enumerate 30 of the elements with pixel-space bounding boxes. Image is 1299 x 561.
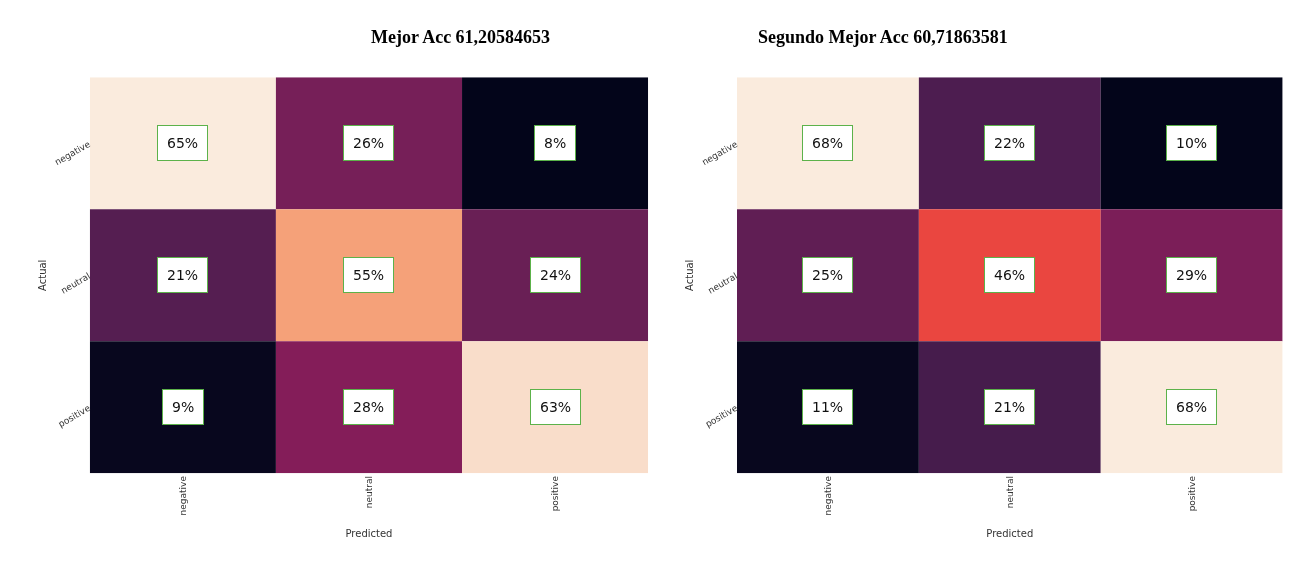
x-tick-label: negative — [822, 475, 833, 516]
chart-title: Mejor Acc 61,20584653 — [371, 27, 551, 47]
data-label: 55% — [353, 267, 385, 283]
x-tick-label: positive — [550, 475, 561, 512]
x-tick-label: neutral — [1004, 476, 1015, 509]
data-label: 11% — [812, 399, 844, 415]
chart-title: Segundo Mejor Acc 60,71863581 — [758, 27, 1008, 47]
data-label: 22% — [994, 135, 1026, 151]
data-label: 63% — [540, 399, 572, 415]
x-axis-title: Predicted — [986, 527, 1034, 539]
data-label: 25% — [812, 267, 844, 283]
x-tick-label: neutral — [363, 476, 374, 509]
data-label: 9% — [172, 399, 195, 415]
data-label: 8% — [544, 135, 567, 151]
data-label: 29% — [1176, 267, 1208, 283]
data-label: 10% — [1176, 135, 1208, 151]
data-label: 28% — [353, 399, 385, 415]
y-axis-title: Actual — [684, 259, 696, 291]
data-label: 68% — [1176, 399, 1208, 415]
data-label: 65% — [167, 135, 199, 151]
data-label: 26% — [353, 135, 385, 151]
data-label: 68% — [812, 135, 844, 151]
data-label: 46% — [994, 267, 1026, 283]
x-tick-label: positive — [1186, 475, 1197, 512]
x-tick-label: negative — [177, 475, 188, 516]
data-label: 24% — [540, 267, 572, 283]
y-axis-title: Actual — [36, 259, 48, 291]
x-axis-title: Predicted — [345, 527, 393, 539]
data-label: 21% — [994, 399, 1026, 415]
data-label: 21% — [167, 267, 199, 283]
